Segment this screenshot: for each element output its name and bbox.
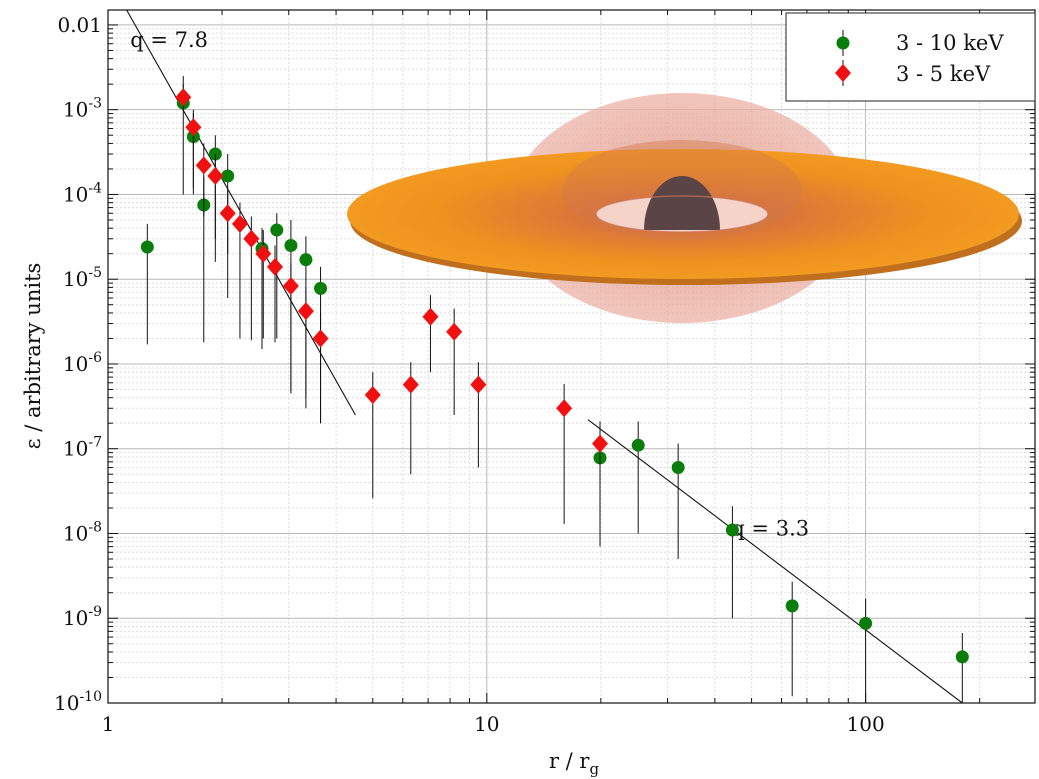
legend: 3 - 10 keV 3 - 5 keV [785, 12, 1036, 102]
data-point [299, 253, 313, 267]
y-tick-label: 10-8 [63, 519, 102, 545]
data-point [282, 277, 299, 296]
legend-marker-3-5-kev [835, 64, 851, 82]
x-axis-title-subscript: g [589, 760, 599, 778]
y-axis-title: ε / arbitrary units [21, 263, 45, 450]
legend-marker-3-10-kev [836, 36, 850, 50]
x-tick-label: 1 [102, 712, 115, 736]
y-tick-label: 10-3 [63, 96, 102, 122]
y-tick-label: 10-9 [63, 604, 102, 630]
data-point [140, 240, 154, 254]
ticks [107, 10, 1035, 704]
data-point [270, 223, 284, 237]
x-axis-title: r / rg [549, 749, 600, 778]
y-tick-label: 10-10 [54, 689, 102, 715]
data-point [556, 399, 573, 418]
series-3-5-keV [175, 75, 609, 524]
legend-label-3-5-kev: 3 - 5 keV [896, 62, 991, 86]
y-tick-label: 10-6 [63, 350, 102, 376]
data-point [195, 156, 212, 175]
fit-lines: q = 7.8 q = 3.3 [126, 10, 963, 703]
y-tick-label: 0.01 [57, 13, 102, 37]
data-point [312, 329, 329, 348]
data-point [185, 118, 202, 137]
data-point [284, 238, 298, 252]
data-point [631, 438, 645, 452]
plot-frame [107, 9, 1036, 704]
x-tick-labels: 1 10 100 [102, 712, 885, 736]
legend-box [785, 12, 1036, 102]
x-tick-label: 100 [847, 712, 885, 736]
data-point [314, 281, 328, 295]
series-3-10-keV [140, 84, 969, 703]
data-point [364, 386, 381, 405]
data-points [140, 75, 969, 703]
power-law-fit-line [126, 10, 356, 416]
data-point [470, 375, 487, 394]
y-tick-label: 10-4 [63, 180, 102, 206]
legend-item-3-5-kev: 3 - 5 keV [835, 60, 991, 86]
data-point [255, 244, 272, 263]
data-point [859, 616, 873, 630]
data-point [785, 599, 799, 613]
data-point [243, 229, 260, 248]
data-point [402, 375, 419, 394]
data-point [422, 307, 439, 326]
y-tick-labels: 0.01 10-3 10-4 10-5 10-6 10-7 10-8 10-9 10-10 [54, 13, 102, 715]
y-tick-label: 10-7 [63, 435, 102, 461]
data-point [207, 167, 224, 186]
legend-label-3-10-kev: 3 - 10 keV [896, 31, 1004, 55]
data-point [175, 88, 192, 107]
y-tick-label: 10-5 [63, 265, 102, 291]
accretion-disk-illustration [347, 93, 1022, 323]
x-tick-label: 10 [474, 712, 499, 736]
data-point [267, 257, 284, 276]
legend-item-3-10-kev: 3 - 10 keV [836, 30, 1004, 56]
data-point [297, 302, 314, 321]
disk-inner-rim [595, 195, 769, 233]
data-point [592, 434, 609, 453]
data-point [955, 650, 969, 664]
data-point [219, 204, 236, 223]
data-point [725, 523, 739, 537]
black-hole [644, 176, 720, 230]
data-point [231, 214, 248, 233]
power-law-fit-line [587, 419, 963, 703]
data-point [221, 169, 235, 183]
grid [108, 10, 1035, 703]
fit-annotation: q = 7.8 [130, 28, 208, 52]
fit-annotation: q = 3.3 [731, 516, 809, 540]
data-point [671, 461, 685, 475]
data-point [446, 322, 463, 341]
